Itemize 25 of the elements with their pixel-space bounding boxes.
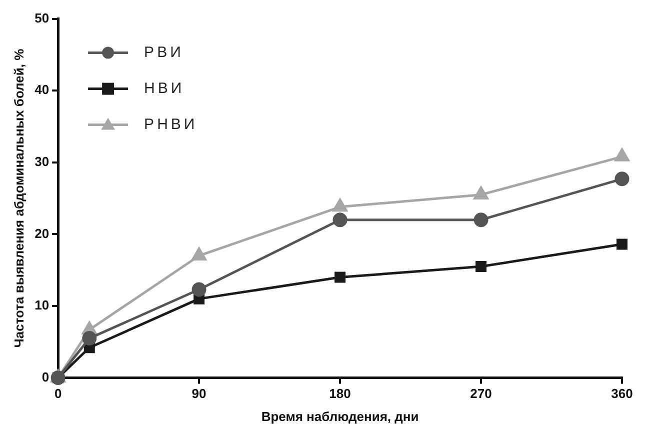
point	[616, 238, 628, 250]
y-tick-label: 0	[42, 369, 50, 384]
y-tick-label: 40	[34, 82, 50, 98]
point	[476, 261, 487, 272]
point	[82, 331, 97, 346]
point	[614, 172, 630, 186]
y-axis-title: Частота выявления абдоминальных болей, %	[11, 48, 26, 348]
legend-label: РВИ	[144, 44, 184, 61]
point	[192, 282, 206, 297]
x-tick-label: 0	[54, 386, 62, 402]
point	[474, 212, 488, 228]
x-tick-label: 270	[470, 386, 492, 402]
x-tick-label: 90	[192, 386, 206, 402]
x-tick-label: 360	[611, 386, 633, 402]
legend-label: РНВИ	[144, 116, 198, 133]
y-tick-label: 50	[34, 10, 50, 26]
point	[334, 272, 346, 283]
y-tick-label: 10	[34, 298, 50, 313]
x-axis-title: Время наблюдения, дни	[261, 408, 419, 424]
y-tick-label: 20	[34, 226, 50, 241]
point	[332, 212, 348, 228]
y-tick-label: 30	[34, 154, 50, 169]
point	[332, 198, 348, 212]
legend-label: НВИ	[144, 80, 185, 97]
x-tick-label: 180	[329, 386, 351, 402]
